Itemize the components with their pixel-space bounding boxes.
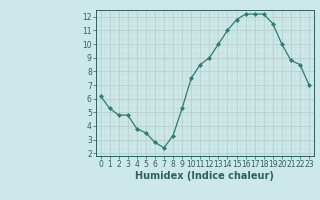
X-axis label: Humidex (Indice chaleur): Humidex (Indice chaleur) <box>135 171 274 181</box>
